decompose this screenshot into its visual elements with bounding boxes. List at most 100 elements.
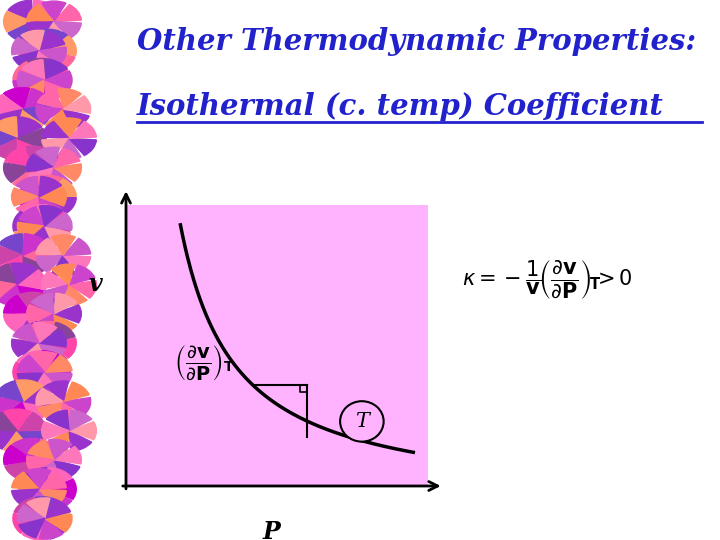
- Wedge shape: [17, 197, 39, 218]
- Wedge shape: [27, 498, 50, 518]
- Wedge shape: [35, 226, 61, 248]
- Wedge shape: [69, 422, 96, 440]
- Wedge shape: [32, 168, 60, 188]
- Wedge shape: [4, 402, 30, 423]
- Wedge shape: [42, 62, 71, 80]
- Wedge shape: [4, 409, 31, 431]
- Wedge shape: [17, 413, 46, 431]
- Wedge shape: [17, 109, 42, 131]
- Wedge shape: [0, 138, 17, 160]
- Wedge shape: [28, 51, 54, 72]
- Wedge shape: [34, 322, 57, 343]
- Wedge shape: [0, 285, 24, 306]
- Wedge shape: [17, 177, 39, 197]
- Wedge shape: [32, 440, 60, 460]
- Wedge shape: [27, 456, 54, 474]
- Wedge shape: [45, 355, 72, 372]
- Wedge shape: [69, 410, 91, 431]
- Wedge shape: [17, 431, 46, 449]
- Wedge shape: [58, 402, 81, 422]
- Wedge shape: [69, 138, 96, 156]
- Wedge shape: [0, 129, 17, 148]
- Wedge shape: [49, 168, 72, 188]
- Wedge shape: [14, 498, 42, 518]
- Wedge shape: [22, 518, 48, 540]
- Wedge shape: [45, 372, 72, 389]
- Wedge shape: [4, 163, 32, 183]
- Wedge shape: [12, 339, 39, 356]
- Wedge shape: [19, 46, 48, 65]
- Wedge shape: [12, 37, 39, 55]
- Wedge shape: [42, 422, 69, 440]
- Wedge shape: [32, 153, 61, 173]
- Wedge shape: [23, 387, 52, 407]
- Wedge shape: [48, 468, 72, 489]
- Wedge shape: [23, 245, 52, 266]
- Wedge shape: [48, 36, 76, 56]
- Wedge shape: [34, 51, 57, 71]
- Wedge shape: [45, 499, 71, 518]
- Wedge shape: [17, 372, 45, 389]
- Wedge shape: [13, 212, 42, 231]
- Wedge shape: [19, 179, 48, 197]
- Wedge shape: [28, 321, 54, 343]
- Wedge shape: [32, 22, 57, 43]
- Text: $\kappa = -\dfrac{1}{\mathbf{v}}\!\left(\dfrac{\partial \mathbf{v}}{\partial \ma: $\kappa = -\dfrac{1}{\mathbf{v}}\!\left(…: [462, 259, 633, 302]
- Wedge shape: [58, 89, 81, 109]
- Text: Other Thermodynamic Properties:: Other Thermodynamic Properties:: [137, 27, 696, 56]
- Wedge shape: [13, 323, 39, 343]
- Wedge shape: [27, 154, 54, 172]
- Wedge shape: [69, 122, 96, 138]
- Wedge shape: [69, 265, 95, 285]
- Wedge shape: [26, 146, 52, 168]
- Wedge shape: [28, 58, 55, 80]
- Wedge shape: [8, 0, 32, 22]
- Wedge shape: [13, 438, 39, 460]
- Wedge shape: [48, 179, 76, 197]
- Text: T: T: [355, 412, 369, 431]
- Wedge shape: [32, 372, 57, 393]
- Wedge shape: [21, 343, 44, 363]
- Wedge shape: [23, 89, 50, 109]
- Wedge shape: [34, 176, 61, 197]
- Wedge shape: [48, 51, 75, 71]
- Wedge shape: [17, 380, 42, 402]
- Circle shape: [340, 401, 384, 442]
- Wedge shape: [17, 222, 45, 240]
- Wedge shape: [17, 129, 46, 148]
- Wedge shape: [54, 293, 77, 314]
- Wedge shape: [27, 489, 51, 510]
- Wedge shape: [39, 188, 66, 206]
- Wedge shape: [23, 468, 48, 489]
- Wedge shape: [28, 168, 54, 187]
- Wedge shape: [39, 329, 66, 347]
- Wedge shape: [48, 479, 76, 500]
- Wedge shape: [40, 518, 63, 539]
- Text: P: P: [262, 519, 280, 540]
- Wedge shape: [28, 80, 55, 102]
- Wedge shape: [63, 238, 91, 255]
- Wedge shape: [42, 122, 69, 138]
- Wedge shape: [36, 238, 63, 255]
- Wedge shape: [69, 281, 96, 298]
- Wedge shape: [13, 362, 42, 382]
- Wedge shape: [32, 0, 57, 22]
- Wedge shape: [42, 372, 66, 394]
- Wedge shape: [21, 30, 44, 51]
- Wedge shape: [45, 71, 72, 89]
- Wedge shape: [17, 355, 45, 372]
- Wedge shape: [0, 94, 23, 114]
- Wedge shape: [19, 207, 45, 226]
- Wedge shape: [17, 505, 45, 522]
- Wedge shape: [17, 270, 46, 289]
- Wedge shape: [23, 104, 52, 124]
- Wedge shape: [0, 255, 23, 277]
- Wedge shape: [42, 518, 69, 539]
- Wedge shape: [22, 59, 45, 80]
- Wedge shape: [20, 30, 48, 51]
- Wedge shape: [4, 314, 32, 332]
- Wedge shape: [39, 31, 65, 51]
- Wedge shape: [19, 479, 48, 500]
- Wedge shape: [48, 197, 76, 215]
- Wedge shape: [39, 343, 65, 362]
